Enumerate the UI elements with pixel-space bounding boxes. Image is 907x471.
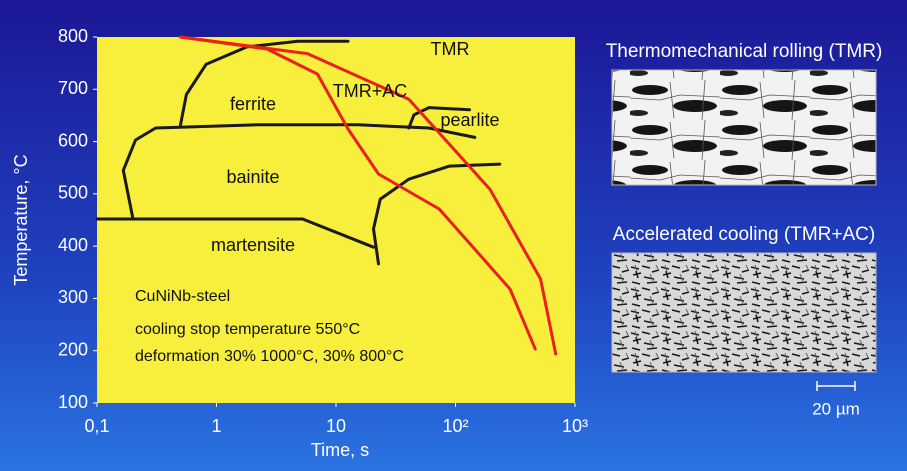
annotation: martensite: [211, 235, 295, 255]
annotation: bainite: [226, 167, 279, 187]
scale-bar-label: 20 µm: [812, 399, 860, 418]
y-tick-label: 500: [58, 183, 88, 203]
y-tick-label: 700: [58, 78, 88, 98]
figure: Time, s Temperature, °C Thermomechanical…: [0, 0, 907, 471]
panel-title: Accelerated cooling (TMR+AC): [613, 224, 875, 245]
y-axis-label: Temperature, °C: [11, 154, 31, 285]
annotation: deformation 30% 1000°C, 30% 800°C: [135, 348, 404, 365]
y-tick-label: 800: [58, 26, 88, 46]
page: {"chart_data": {"type": "line", "x_label…: [0, 0, 907, 471]
curve-label: TMR: [431, 39, 470, 59]
y-tick-label: 300: [58, 287, 88, 307]
x-axis-label: Time, s: [311, 440, 369, 460]
x-tick-label: 10³: [562, 416, 588, 436]
micrograph: [612, 253, 876, 372]
curve-label: TMR+AC: [333, 81, 408, 101]
annotation: cooling stop temperature 550°C: [135, 321, 360, 338]
panel-title: Thermomechanical rolling (TMR): [606, 41, 883, 62]
x-tick-label: 0,1: [84, 416, 109, 436]
y-tick-label: 400: [58, 235, 88, 255]
annotation: ferrite: [230, 94, 276, 114]
micrograph: [612, 70, 876, 185]
x-tick-label: 10²: [442, 416, 468, 436]
x-tick-label: 10: [326, 416, 346, 436]
y-tick-label: 200: [58, 339, 88, 359]
annotation: pearlite: [440, 110, 499, 130]
annotation: CuNiNb-steel: [135, 288, 230, 305]
y-tick-label: 600: [58, 130, 88, 150]
y-tick-label: 100: [58, 392, 88, 412]
x-tick-label: 1: [211, 416, 221, 436]
